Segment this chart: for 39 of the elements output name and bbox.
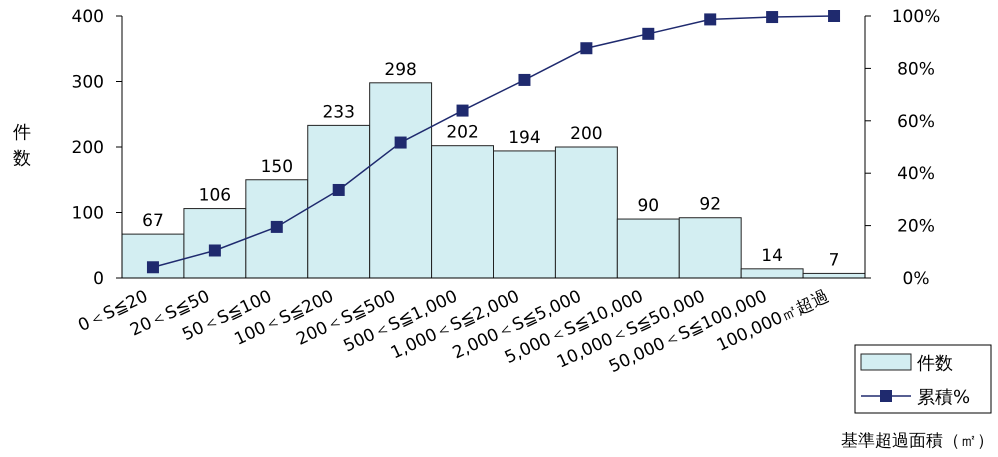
- point: [146, 261, 159, 274]
- y-tick-label: 100: [72, 204, 104, 224]
- point: [828, 10, 840, 22]
- point: [456, 104, 469, 117]
- y-tick-label: 200: [72, 138, 104, 158]
- data-label: 90: [637, 196, 660, 216]
- point: [394, 136, 407, 149]
- data-label: 202: [446, 122, 479, 143]
- point: [270, 220, 283, 233]
- y-tick-label: 400: [72, 7, 104, 27]
- y-axis-title: 件数: [13, 122, 31, 169]
- data-label: 14: [761, 246, 783, 266]
- legend-label: 件数: [917, 353, 953, 374]
- point: [518, 74, 530, 86]
- y2-tick-label: 40%: [897, 164, 935, 184]
- y2-tick-label: 80%: [897, 59, 935, 80]
- y2-tick-label: 60%: [897, 112, 935, 132]
- data-label: 92: [699, 194, 722, 215]
- y-tick-label: 0: [93, 269, 104, 289]
- x-axis-title: 基準超過面積（㎡）: [841, 431, 994, 451]
- data-label: 7: [828, 250, 840, 270]
- data-label: 298: [384, 60, 417, 80]
- point: [208, 244, 221, 256]
- data-label: 233: [322, 102, 355, 122]
- y2-tick-label: 0%: [902, 269, 930, 289]
- data-label: 150: [260, 156, 294, 177]
- data-label: 67: [142, 211, 164, 232]
- point: [642, 28, 654, 40]
- y2-tick-label: 20%: [897, 216, 935, 237]
- data-label: 200: [570, 124, 603, 144]
- data-label: 106: [198, 186, 232, 206]
- y-tick-label: 300: [72, 72, 104, 92]
- legend-label: 累積%: [917, 387, 970, 408]
- point: [766, 11, 778, 24]
- point: [332, 184, 345, 196]
- point: [704, 13, 716, 26]
- data-label: 194: [508, 128, 541, 148]
- point: [580, 42, 592, 54]
- y2-tick-label: 100%: [892, 7, 940, 27]
